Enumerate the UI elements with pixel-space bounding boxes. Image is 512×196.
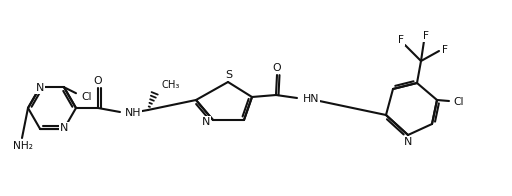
Text: F: F: [442, 45, 448, 55]
Text: NH₂: NH₂: [13, 141, 33, 151]
Text: O: O: [94, 76, 102, 86]
Text: F: F: [423, 31, 429, 41]
Text: O: O: [273, 63, 281, 73]
Text: N: N: [404, 137, 412, 147]
Text: HN: HN: [303, 94, 319, 104]
Text: N: N: [36, 83, 44, 93]
Text: CH₃: CH₃: [161, 80, 179, 90]
Text: Cl: Cl: [82, 92, 92, 102]
Text: Cl: Cl: [454, 97, 464, 107]
Text: F: F: [398, 35, 404, 45]
Text: N: N: [60, 123, 68, 133]
Text: N: N: [202, 117, 210, 127]
Text: NH: NH: [125, 108, 141, 118]
Text: S: S: [225, 70, 232, 80]
